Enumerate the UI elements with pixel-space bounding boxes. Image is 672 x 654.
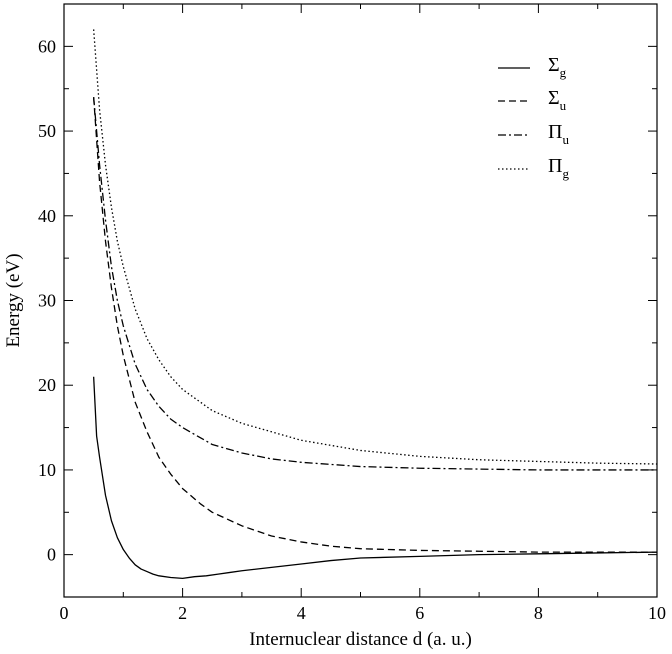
legend-label: Σg <box>548 54 567 80</box>
series-line-u-dashdot <box>93 97 657 471</box>
x-tick-label: 2 <box>178 603 187 623</box>
series-line-u-dashed <box>93 97 657 553</box>
x-tick-label: 0 <box>60 603 69 623</box>
legend: Σg Σu Πu Πg <box>498 54 569 181</box>
x-tick-label: 4 <box>297 603 306 623</box>
legend-subscript: g <box>562 166 569 181</box>
series-line-g-solid <box>93 376 658 580</box>
y-tick-label: 40 <box>38 206 56 226</box>
y-tick-label: 50 <box>38 121 56 141</box>
series-line-g-dotted <box>93 29 658 465</box>
axis-ticks: 0 2 4 6 8 10 0 10 20 30 40 50 60 <box>38 3 666 623</box>
series-layer <box>93 29 658 580</box>
legend-subscript: u <box>562 132 569 147</box>
y-tick-label: 30 <box>38 291 56 311</box>
x-tick-label: 6 <box>415 603 424 623</box>
y-axis-label: Energy (eV) <box>3 253 24 347</box>
y-tick-label: 0 <box>47 545 56 565</box>
x-axis-label: Internuclear distance d (a. u.) <box>249 629 472 650</box>
y-tick-label: 60 <box>38 36 56 56</box>
legend-subscript: u <box>560 98 567 113</box>
legend-label: Σu <box>548 87 567 113</box>
y-tick-label: 20 <box>38 375 56 395</box>
legend-label: Πg <box>548 155 569 181</box>
legend-label: Πu <box>548 121 569 147</box>
x-tick-label: 10 <box>648 603 666 623</box>
plot-area <box>63 3 658 598</box>
plot-frame <box>63 3 658 598</box>
x-tick-label: 8 <box>534 603 543 623</box>
legend-subscript: g <box>560 65 567 80</box>
y-tick-label: 10 <box>38 460 56 480</box>
